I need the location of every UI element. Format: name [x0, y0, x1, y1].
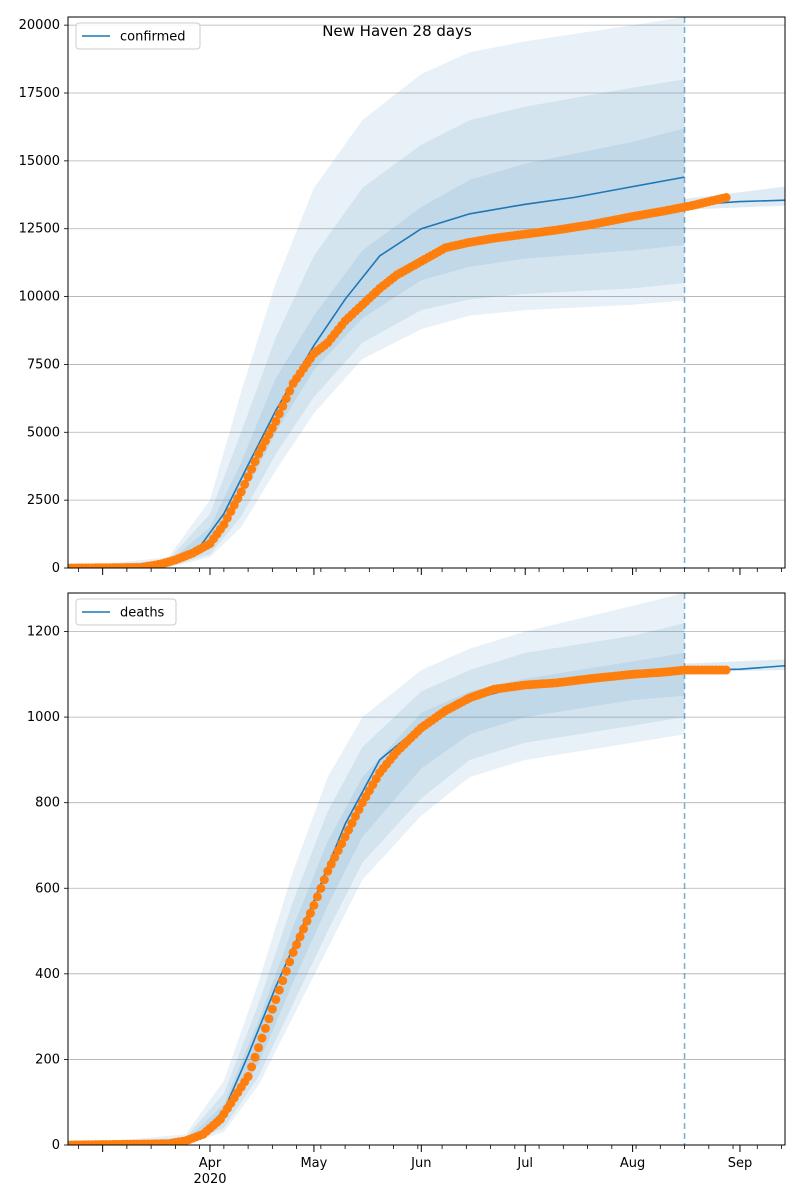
observed-point — [285, 957, 295, 967]
observed-point — [721, 193, 731, 202]
observed-point — [243, 472, 253, 482]
observed-point — [250, 457, 260, 467]
observed-point — [316, 883, 326, 893]
observed-point — [333, 846, 343, 856]
y-tick-label: 600 — [35, 881, 60, 896]
observed-point — [309, 900, 319, 910]
observed-point — [274, 985, 284, 995]
legend-label: confirmed — [120, 30, 186, 45]
observed-point — [247, 464, 257, 474]
y-tick-label: 1000 — [27, 710, 60, 725]
observed-point — [271, 416, 281, 426]
y-tick-label: 17500 — [19, 86, 60, 101]
y-tick-label: 12500 — [19, 222, 60, 237]
y-tick-label: 800 — [35, 796, 60, 811]
plot-frame — [67, 592, 786, 1146]
x-tick-label: Jul — [516, 1156, 533, 1171]
x-tick-label: May — [300, 1156, 327, 1171]
y-tick-label: 0 — [52, 1138, 60, 1153]
legend: confirmed — [75, 22, 201, 50]
observed-point — [274, 409, 284, 419]
y-tick-label: 2500 — [27, 493, 60, 508]
observed-point — [278, 976, 288, 986]
observed-point — [312, 892, 322, 902]
y-tick-label: 10000 — [19, 290, 60, 305]
observed-point — [236, 487, 246, 497]
plot-frame — [67, 16, 786, 569]
observed-point — [347, 818, 357, 828]
observed-point — [278, 401, 288, 411]
legend-box — [75, 598, 177, 626]
y-tick-label: 15000 — [19, 154, 60, 169]
x-tick-sublabel: 2020 — [193, 1172, 226, 1187]
y-tick-label: 5000 — [27, 425, 60, 440]
y-tick-label: 20000 — [19, 18, 60, 33]
observed-point — [288, 947, 298, 957]
confirmed-panel: 0 2500 5000 7500 10000 12500 15000 17500 20000 co… — [19, 16, 786, 576]
observed-point — [330, 852, 340, 862]
observed-point — [350, 811, 360, 821]
x-tick-label: Apr — [199, 1156, 222, 1171]
observed-point — [326, 859, 336, 869]
observed-point — [247, 1062, 257, 1072]
observed-point — [295, 932, 305, 942]
observed-point — [281, 966, 291, 976]
legend: deaths — [75, 598, 177, 626]
y-tick-label: 400 — [35, 967, 60, 982]
y-tick-label: 1200 — [27, 625, 60, 640]
observed-point — [250, 1052, 260, 1062]
plot-area — [68, 17, 785, 568]
observed-point — [281, 394, 291, 404]
observed-point — [305, 908, 315, 918]
observed-point — [271, 995, 281, 1005]
observed-point — [302, 916, 312, 926]
observed-point — [260, 1023, 270, 1033]
observed-point — [240, 479, 250, 489]
band-50 — [68, 128, 685, 568]
observed-point — [299, 924, 309, 934]
observed-point — [354, 805, 364, 815]
observed-point — [254, 1043, 264, 1053]
observed-point — [292, 940, 302, 950]
y-tick-label: 0 — [52, 561, 60, 576]
observed-point — [264, 1014, 274, 1024]
legend-box — [75, 22, 201, 50]
legend-label: deaths — [120, 606, 165, 621]
y-tick-label: 7500 — [27, 357, 60, 372]
x-tick-label: Jun — [410, 1156, 431, 1171]
y-tick-label: 200 — [35, 1052, 60, 1067]
observed-point — [721, 665, 731, 675]
observed-point — [344, 825, 354, 835]
observed-point — [340, 832, 350, 842]
x-tick-label: Sep — [728, 1156, 753, 1171]
chart-title: New Haven 28 days — [322, 22, 472, 40]
plot-area — [68, 593, 785, 1145]
observed-point — [257, 1033, 267, 1043]
observed-point — [319, 875, 329, 885]
observed-point — [285, 386, 295, 396]
observed-point — [243, 1072, 253, 1082]
observed-point — [337, 839, 347, 849]
band-95 — [68, 593, 685, 1145]
band-80 — [68, 79, 685, 568]
observed-point — [323, 866, 333, 876]
x-tick-label: Aug — [620, 1156, 645, 1171]
observed-point — [267, 1004, 277, 1014]
